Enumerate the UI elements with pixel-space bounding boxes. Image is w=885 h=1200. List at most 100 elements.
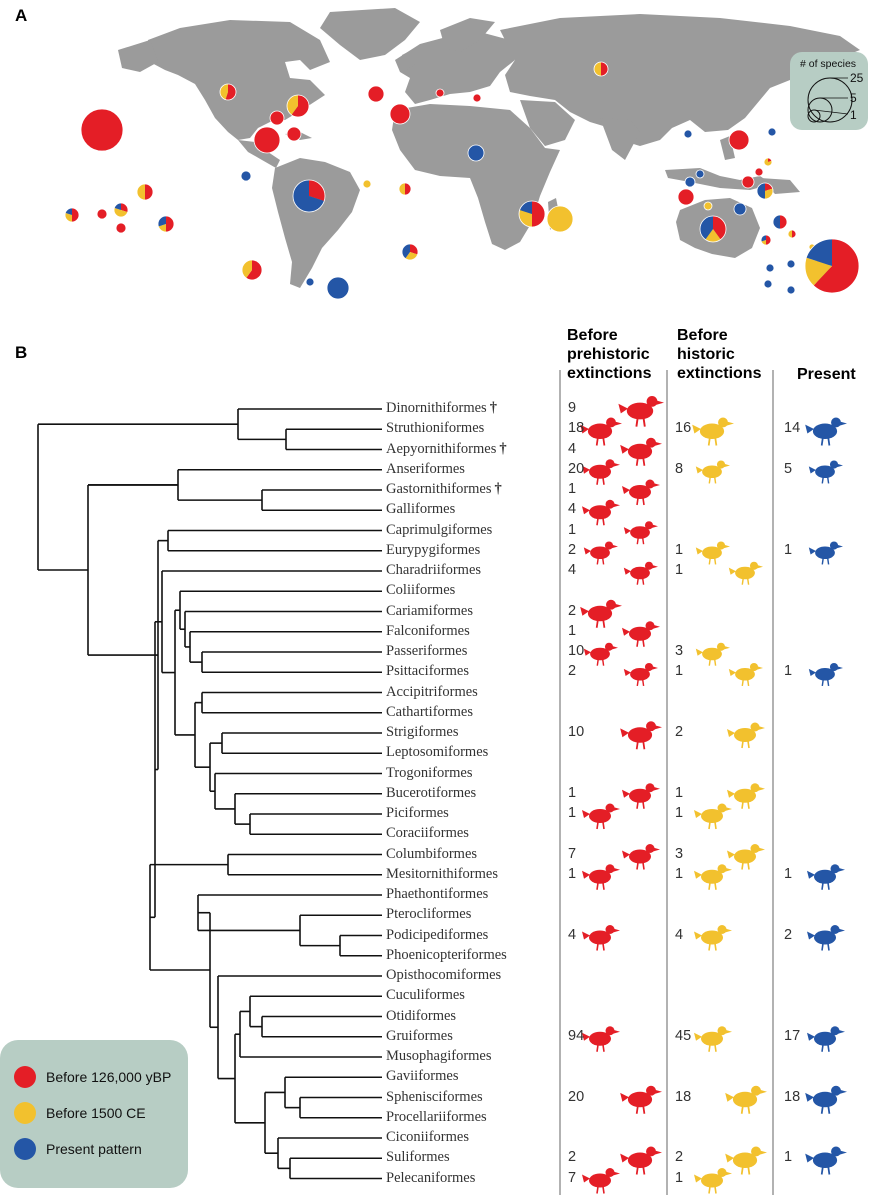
pie-slice [704,202,712,210]
bird-silhouette-icon [623,521,658,545]
order-label-aepyornithiformes: Aepyornithiformes † [386,440,507,457]
pie-slice [363,180,371,188]
pie-slice [287,95,298,115]
bird-silhouette-icon [620,437,662,466]
bird-silhouette-icon [582,459,620,485]
count-present-psittaciformes: 1 [784,663,793,680]
count-prehistoric-piciformes: 1 [568,805,577,821]
pie-slice [806,239,832,266]
count-present-struthioniformes: 14 [784,420,801,437]
order-label-coliiformes: Coliiformes [386,582,456,599]
map-pie-marker [677,188,695,206]
map-pie-marker [786,285,796,295]
map-pie-marker [728,129,750,151]
map-pie-marker [683,129,693,139]
bird-silhouette-icon [808,460,843,484]
map-pie-marker [763,279,773,289]
size-key-circles [807,77,853,123]
pie-slice [792,230,796,238]
map-pie-marker [286,94,310,118]
count-historic-struthioniformes: 16 [675,420,692,437]
order-label-passeriformes: Passeriformes [386,643,468,659]
order-label-psittaciformes: Psittaciformes [386,663,469,680]
bird-silhouette-icon [805,1085,847,1114]
order-label-cariamiformes: Cariamiformes [386,602,473,619]
map-pie-marker [253,126,281,154]
north-america [148,20,330,140]
bird-silhouette-icon [727,722,765,749]
order-label-ciconiiformes: Ciconiiformes [386,1129,469,1145]
order-label-eurypygiformes: Eurypygiformes [386,541,481,558]
species-size-key: # of species 25 5 1 [790,52,868,130]
pie-slice [700,216,713,240]
count-historic-mesitornithiformes: 1 [675,865,684,882]
count-historic-pelecaniformes: 1 [675,1169,684,1186]
count-present-podicipediformes: 2 [784,926,793,943]
count-historic-eurypygiformes: 1 [675,541,684,558]
bird-silhouette-icon [622,783,660,809]
bird-silhouette-icon [727,783,765,809]
count-present-suliformes: 1 [784,1149,793,1166]
bird-silhouette-icon [694,1168,732,1194]
pie-slice [601,62,608,76]
count-historic-passeriformes: 3 [675,643,684,659]
pie-slice [390,104,410,124]
map-pie-marker [326,276,350,300]
order-label-pterocliformes: Pterocliformes [386,906,472,923]
panel-a-label: A [15,6,28,25]
bird-silhouette-icon [694,864,732,890]
order-label-leptosomiformes: Leptosomiformes [386,744,489,761]
pie-slice [306,278,314,286]
pie-slice [594,62,601,76]
size-key-1: 1 [850,108,857,122]
bird-silhouette-icon [620,1146,662,1175]
count-historic-charadriiformes: 1 [675,562,684,578]
map-pie-marker [398,182,412,196]
order-label-suliformes: Suliformes [386,1149,450,1166]
map-pie-marker [113,202,129,218]
pie-slice [158,224,166,232]
pie-slice [65,212,72,222]
order-label-anseriformes: Anseriformes [386,460,465,477]
bird-silhouette-icon [807,925,845,951]
bird-silhouette-icon [805,417,847,446]
map-pie-marker [741,175,755,189]
order-label-phaethontiformes: Phaethontiformes [386,886,489,902]
map-pie-marker [435,88,445,98]
bird-silhouette-icon [725,1085,767,1114]
pie-slice [764,280,772,288]
bird-silhouette-icon [807,1026,845,1052]
count-prehistoric-struthioniformes: 18 [568,420,585,437]
land-masses [118,8,860,288]
bird-silhouette-icon [582,1168,620,1194]
map-pie-marker [401,243,419,261]
extinct-dagger: † [499,440,507,457]
map-pie-marker [699,215,727,243]
bird-silhouette-icon [695,541,730,565]
count-historic-columbiformes: 3 [675,845,684,862]
map-pie-marker [684,176,696,188]
map-pie-marker [518,200,546,228]
order-label-struthioniformes: Struthioniformes [386,420,485,437]
pie-slice [755,168,763,176]
map-pie-marker [703,201,713,211]
map-pie-marker [157,215,175,233]
pie-slice [293,180,325,212]
count-present-anseriformes: 5 [784,460,793,477]
pie-slice [766,264,774,272]
pie-slice [241,171,251,181]
map-pie-marker [763,157,773,167]
count-prehistoric-aepyornithiformes: 4 [568,440,577,457]
order-label-otidiformes: Otidiformes [386,1007,457,1024]
bird-silhouette-icon [622,479,660,506]
order-label-phoenicopteriformes: Phoenicopteriformes [386,946,507,963]
pie-slice [327,277,349,299]
pie-slice [761,240,766,245]
scandinavia [440,18,495,52]
pie-slice [813,239,859,293]
count-prehistoric-caprimulgiformes: 1 [568,521,577,538]
bird-silhouette-icon [583,642,618,666]
bird-silhouette-icon [622,844,660,870]
count-prehistoric-eurypygiformes: 2 [568,541,577,558]
legend: Before 126,000 yBP Before 1500 CE Presen… [0,1040,188,1188]
